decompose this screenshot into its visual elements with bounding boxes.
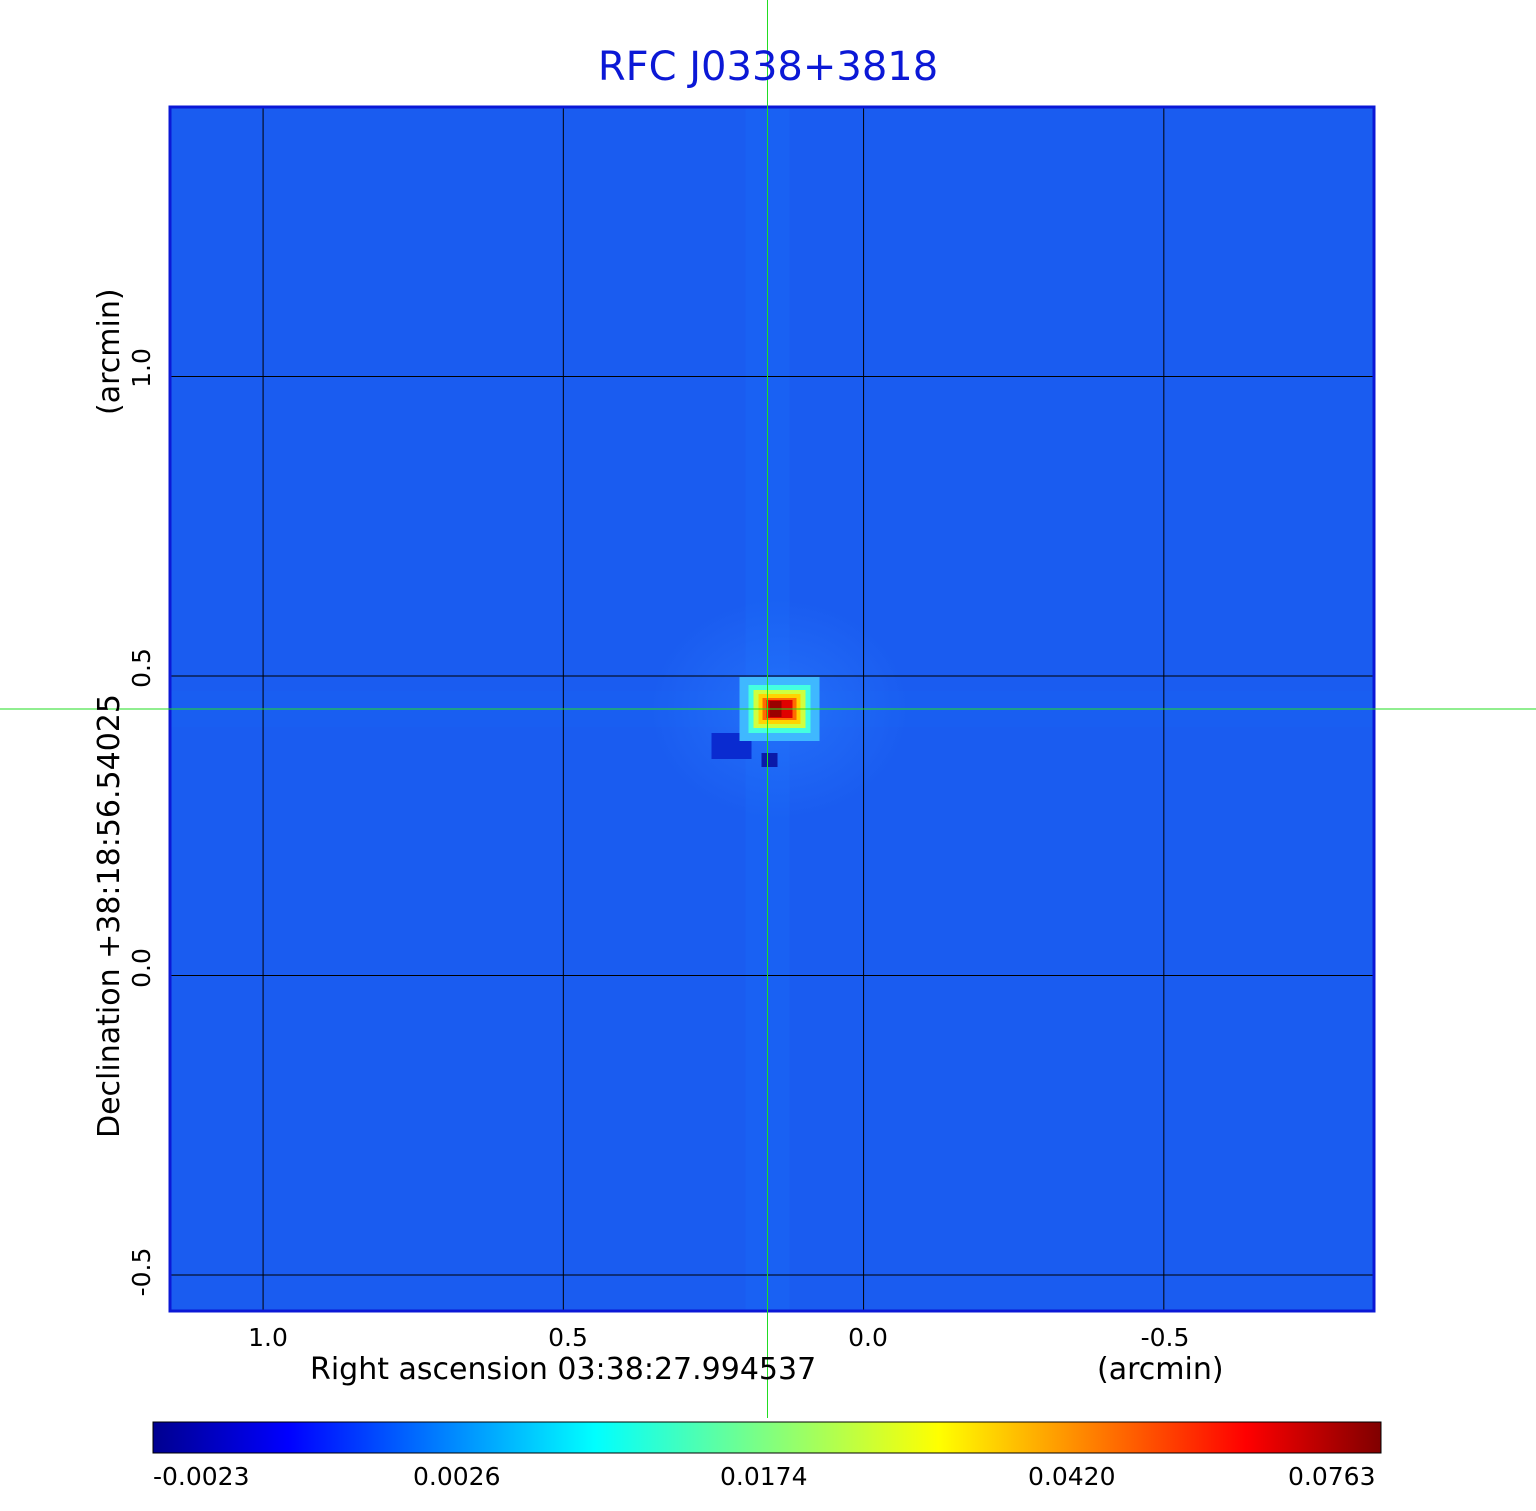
x-tick-label: 0.5 <box>548 1323 588 1352</box>
y-axis-unit: (arcmin) <box>92 288 127 415</box>
crosshair[interactable] <box>0 0 1536 1418</box>
y-axis-label: Declination +38:18:56.54025 <box>92 694 127 1138</box>
y-tick-label: 1.0 <box>127 348 156 388</box>
x-tick-label: 0.0 <box>848 1323 888 1352</box>
x-tick-label: -0.5 <box>1140 1323 1190 1352</box>
y-tick-label: 0.0 <box>127 948 156 988</box>
colorbar-tick-label: 0.0763 <box>1288 1462 1376 1491</box>
y-tick-label: -0.5 <box>127 1247 156 1297</box>
colorbar-tick-label: 0.0026 <box>413 1462 501 1491</box>
colorbar-tick-label: 0.0174 <box>720 1462 808 1491</box>
y-tick-label: 0.5 <box>127 648 156 688</box>
colorbar <box>152 1421 1382 1454</box>
colorbar-tick-label: -0.0023 <box>153 1462 250 1491</box>
chart-title: RFC J0338+3818 <box>597 44 939 90</box>
x-axis-label: Right ascension 03:38:27.994537 <box>310 1352 817 1387</box>
x-tick-label: 1.0 <box>248 1323 288 1352</box>
x-axis-unit: (arcmin) <box>1097 1352 1224 1387</box>
colorbar-tick-label: 0.0420 <box>1028 1462 1116 1491</box>
negative-artifact <box>761 753 778 767</box>
